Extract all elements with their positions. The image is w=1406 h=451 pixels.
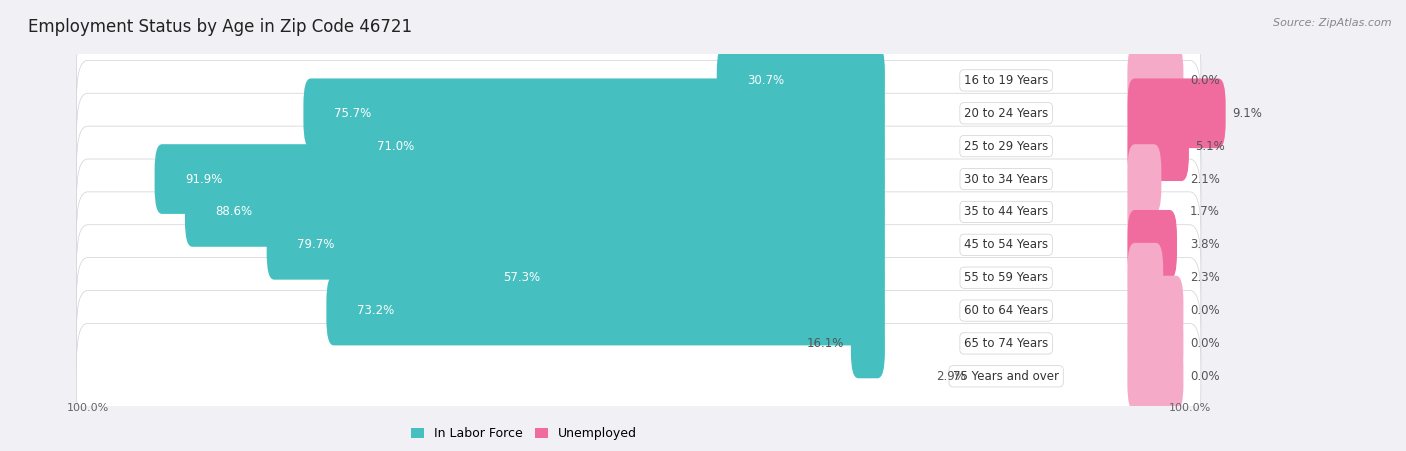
Text: 75.7%: 75.7% [333, 107, 371, 120]
FancyBboxPatch shape [155, 144, 884, 214]
FancyBboxPatch shape [1128, 46, 1184, 115]
FancyBboxPatch shape [76, 225, 1201, 331]
FancyBboxPatch shape [76, 290, 1201, 396]
Text: 91.9%: 91.9% [186, 173, 222, 185]
FancyBboxPatch shape [326, 276, 884, 345]
Text: 0.0%: 0.0% [1189, 304, 1219, 317]
Text: Employment Status by Age in Zip Code 46721: Employment Status by Age in Zip Code 467… [28, 18, 412, 36]
Text: 45 to 54 Years: 45 to 54 Years [965, 238, 1049, 251]
Text: 5.1%: 5.1% [1195, 140, 1225, 153]
FancyBboxPatch shape [76, 126, 1201, 232]
Text: 30.7%: 30.7% [747, 74, 785, 87]
FancyBboxPatch shape [76, 192, 1201, 298]
FancyBboxPatch shape [76, 159, 1201, 265]
Text: 100.0%: 100.0% [1168, 403, 1211, 413]
Text: 2.3%: 2.3% [1189, 271, 1219, 284]
FancyBboxPatch shape [1128, 308, 1184, 378]
Text: 100.0%: 100.0% [66, 403, 108, 413]
Text: 73.2%: 73.2% [357, 304, 394, 317]
Text: 16.1%: 16.1% [807, 337, 845, 350]
FancyBboxPatch shape [1128, 111, 1189, 181]
Text: 1.7%: 1.7% [1189, 205, 1220, 218]
FancyBboxPatch shape [76, 93, 1201, 199]
Text: 88.6%: 88.6% [215, 205, 252, 218]
Text: 35 to 44 Years: 35 to 44 Years [965, 205, 1049, 218]
FancyBboxPatch shape [851, 308, 884, 378]
Text: 75 Years and over: 75 Years and over [953, 370, 1059, 383]
Text: 20 to 24 Years: 20 to 24 Years [965, 107, 1049, 120]
Text: 0.0%: 0.0% [1189, 370, 1219, 383]
Text: 9.1%: 9.1% [1232, 107, 1263, 120]
Text: 57.3%: 57.3% [503, 271, 540, 284]
FancyBboxPatch shape [76, 28, 1201, 133]
Text: 3.8%: 3.8% [1189, 238, 1219, 251]
Text: 55 to 59 Years: 55 to 59 Years [965, 271, 1047, 284]
Text: 0.0%: 0.0% [1189, 74, 1219, 87]
Text: 65 to 74 Years: 65 to 74 Years [965, 337, 1049, 350]
FancyBboxPatch shape [472, 243, 884, 313]
Text: 25 to 29 Years: 25 to 29 Years [965, 140, 1049, 153]
Text: 2.9%: 2.9% [936, 370, 966, 383]
FancyBboxPatch shape [304, 78, 884, 148]
FancyBboxPatch shape [267, 210, 884, 280]
Text: 16 to 19 Years: 16 to 19 Years [965, 74, 1049, 87]
FancyBboxPatch shape [1128, 78, 1226, 148]
FancyBboxPatch shape [717, 46, 884, 115]
Text: 0.0%: 0.0% [1189, 337, 1219, 350]
FancyBboxPatch shape [186, 177, 884, 247]
Legend: In Labor Force, Unemployed: In Labor Force, Unemployed [406, 423, 641, 446]
FancyBboxPatch shape [76, 323, 1201, 429]
FancyBboxPatch shape [1128, 341, 1184, 411]
Text: Source: ZipAtlas.com: Source: ZipAtlas.com [1274, 18, 1392, 28]
FancyBboxPatch shape [347, 111, 884, 181]
FancyBboxPatch shape [76, 258, 1201, 364]
FancyBboxPatch shape [1128, 177, 1157, 247]
Text: 71.0%: 71.0% [377, 140, 415, 153]
FancyBboxPatch shape [1128, 210, 1177, 280]
FancyBboxPatch shape [1128, 144, 1161, 214]
FancyBboxPatch shape [76, 60, 1201, 166]
FancyBboxPatch shape [1128, 243, 1163, 313]
Text: 30 to 34 Years: 30 to 34 Years [965, 173, 1047, 185]
FancyBboxPatch shape [1128, 276, 1184, 345]
Text: 79.7%: 79.7% [297, 238, 335, 251]
Text: 2.1%: 2.1% [1189, 173, 1220, 185]
Text: 60 to 64 Years: 60 to 64 Years [965, 304, 1049, 317]
